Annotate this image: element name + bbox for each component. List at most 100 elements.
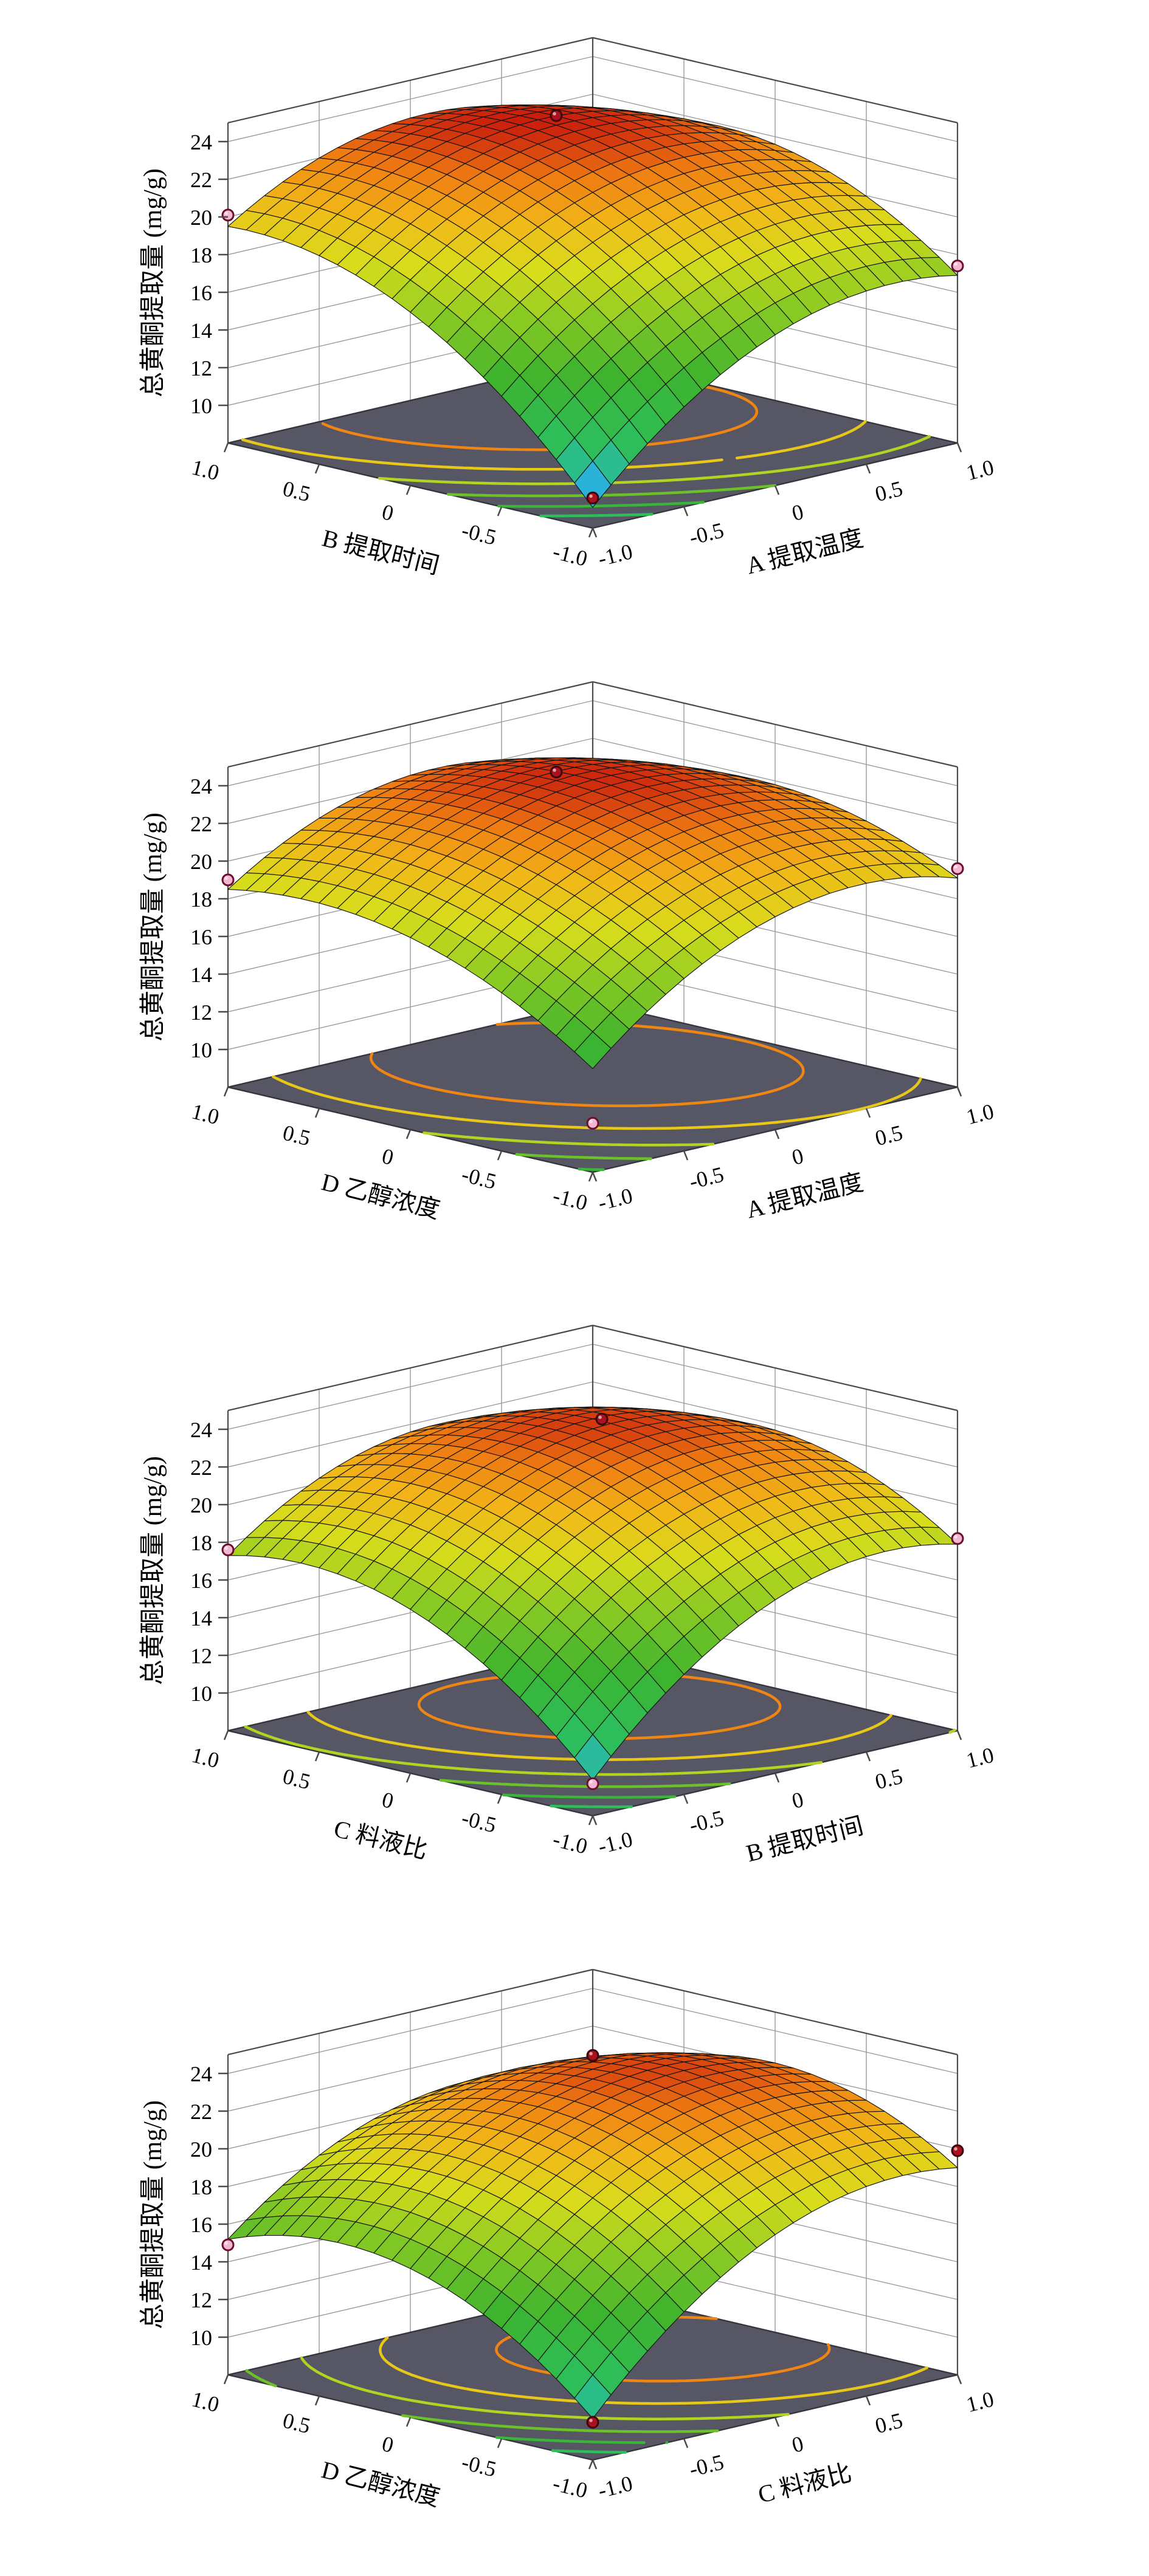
design-point-highlight — [589, 1119, 593, 1123]
z-axis-title: 总黄酮提取量 (mg/g) — [139, 2100, 167, 2329]
z-tick-label: 16 — [190, 2213, 212, 2237]
z-tick-label: 16 — [190, 281, 212, 305]
y-tick-label: -1.0 — [550, 2471, 590, 2503]
surface-mesh — [227, 2052, 958, 2419]
y-tick-label: 0.5 — [280, 1764, 312, 1795]
box-edge — [592, 681, 958, 768]
z-tick-label: 20 — [190, 2137, 212, 2162]
surface-plot-canvas-4: -1.0 -0.5 0 0.5 1.0 -1.0 -0.5 0 0.5 1.0 10 12 14 16 18… — [139, 1969, 996, 2512]
design-point-highlight — [954, 865, 957, 868]
design-point — [586, 1116, 599, 1130]
z-tick-label: 18 — [190, 243, 212, 267]
z-tick-label: 14 — [190, 2250, 212, 2275]
z-tick-label: 20 — [190, 205, 212, 230]
design-point-highlight — [224, 2241, 228, 2245]
design-point-highlight — [224, 1546, 228, 1550]
design-point — [951, 862, 964, 875]
design-point-highlight — [553, 112, 556, 115]
design-point — [221, 2238, 235, 2251]
design-point — [550, 765, 563, 778]
contour-line-level-18 — [378, 434, 931, 486]
contour-line-level-14 — [497, 501, 705, 508]
z-tick-label: 24 — [190, 1418, 212, 1442]
z-tick-label: 22 — [190, 812, 212, 836]
design-point — [951, 259, 964, 272]
x-tick-label: -0.5 — [687, 1162, 726, 1194]
y-tick-label: 0 — [379, 500, 396, 526]
x-tick-label: -1.0 — [596, 2471, 635, 2503]
x-tick-label: 0.5 — [872, 476, 905, 506]
z-tick-label: 20 — [190, 850, 212, 874]
z-tick-label: 22 — [190, 1455, 212, 1480]
design-points — [221, 1413, 964, 1791]
z-tick-label: 18 — [190, 2175, 212, 2199]
x-axis-title: A 提取温度 — [744, 524, 866, 579]
x-tick-label: 0.5 — [872, 1120, 905, 1150]
design-point-highlight — [954, 1535, 957, 1539]
contour-line-level-18 — [300, 2356, 790, 2421]
x-axis-title: C 料液比 — [755, 2459, 854, 2509]
z-axis-title: 总黄酮提取量 (mg/g) — [139, 1456, 167, 1685]
design-point — [550, 109, 563, 122]
design-point-highlight — [224, 876, 228, 880]
y-axis-title: D 乙醇浓度 — [319, 1168, 443, 1224]
z-tick-label: 12 — [190, 1000, 212, 1025]
contour-lines — [272, 1021, 922, 1171]
y-tick-label: 0.5 — [280, 1120, 312, 1150]
z-tick-label: 14 — [190, 1606, 212, 1630]
z-tick-label: 24 — [190, 774, 212, 799]
design-point-highlight — [553, 768, 556, 772]
contour-line-level-12 — [550, 1805, 633, 1808]
contour-line-level-16 — [515, 1153, 652, 1160]
z-tick-label: 22 — [190, 168, 212, 192]
surface-mesh — [227, 1406, 958, 1781]
box-edge — [227, 1969, 593, 2056]
design-point — [221, 1544, 235, 1557]
x-tick-label: -0.5 — [687, 2450, 726, 2482]
y-tick-label: 0.5 — [280, 476, 312, 506]
design-point-highlight — [598, 1415, 602, 1420]
x-tick-label: 0.5 — [872, 2408, 905, 2439]
design-point-highlight — [954, 2147, 957, 2151]
contour-line-level-18 — [423, 1131, 715, 1147]
y-tick-label: -1.0 — [550, 539, 590, 571]
design-point-highlight — [589, 2052, 593, 2056]
design-point-highlight — [954, 262, 957, 266]
z-tick-label: 14 — [190, 318, 212, 343]
y-tick-label: 1.0 — [189, 2387, 221, 2417]
surface-plot-canvas-3: -1.0 -0.5 0 0.5 1.0 -1.0 -0.5 0 0.5 1.0 10 12 14 16 18… — [139, 1325, 996, 1867]
design-point-highlight — [589, 2419, 593, 2422]
x-tick-label: -0.5 — [687, 1805, 726, 1838]
x-tick-label: 1.0 — [964, 1743, 996, 1773]
surface-plot-panel-3: -1.0 -0.5 0 0.5 1.0 -1.0 -0.5 0 0.5 1.0 10 12 14 16 18… — [0, 1288, 1149, 1932]
z-tick-label: 24 — [190, 130, 212, 154]
design-point — [586, 2049, 599, 2063]
y-tick-label: -1.0 — [550, 1827, 590, 1859]
surface-plot-panel-4: -1.0 -0.5 0 0.5 1.0 -1.0 -0.5 0 0.5 1.0 10 12 14 16 18… — [0, 1932, 1149, 2576]
z-axis-title: 总黄酮提取量 (mg/g) — [139, 812, 167, 1042]
design-point — [586, 2416, 599, 2429]
x-tick-label: 0.5 — [872, 1764, 905, 1795]
z-tick-label: 20 — [190, 1493, 212, 1517]
y-tick-label: -1.0 — [550, 1183, 590, 1215]
y-axis-title: D 乙醇浓度 — [319, 2456, 443, 2512]
z-tick-label: 14 — [190, 963, 212, 987]
x-tick-label: 0 — [790, 1787, 806, 1813]
x-tick-label: 0 — [790, 1143, 806, 1169]
x-tick-label: 1.0 — [964, 455, 996, 485]
y-tick-label: -0.5 — [459, 518, 499, 550]
box-edge — [227, 36, 593, 123]
surface-plot-canvas-1: -1.0 -0.5 0 0.5 1.0 -1.0 -0.5 0 0.5 1.0 10 12 14 16 18… — [139, 36, 996, 579]
surface-mesh — [227, 104, 958, 508]
box-edge — [227, 1325, 593, 1412]
contour-line-level-12 — [539, 512, 654, 518]
x-tick-label: 0 — [790, 2431, 806, 2458]
box-edge — [592, 1969, 958, 2056]
design-point — [951, 1532, 964, 1545]
box-edge — [227, 681, 593, 768]
z-tick-label: 18 — [190, 887, 212, 912]
contour-lines — [245, 2294, 928, 2454]
y-tick-label: -0.5 — [459, 2450, 499, 2482]
y-tick-label: 0 — [379, 1787, 396, 1813]
